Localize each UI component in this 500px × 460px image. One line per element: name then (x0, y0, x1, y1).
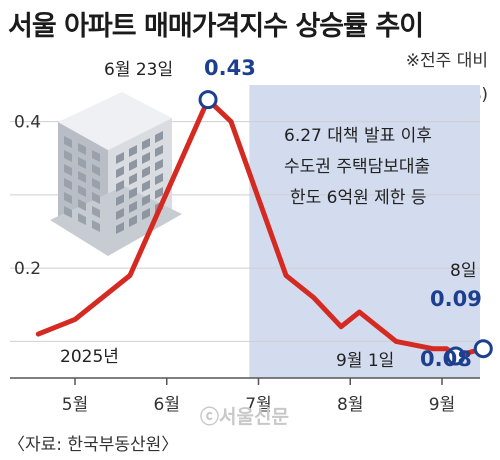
y-tick-label: 0.4 (14, 113, 41, 133)
window-shape (142, 180, 150, 192)
last-value-label: 0.09 (430, 287, 482, 311)
peak-marker (198, 90, 218, 110)
x-tick-label: 8월 (337, 395, 363, 415)
window-shape (142, 166, 150, 178)
watermark-logo: ⓒ서울신문 (200, 406, 289, 428)
window-shape (78, 185, 86, 197)
window-shape (92, 178, 100, 190)
y-axis-ticks: 0.2 0.4 (14, 113, 41, 280)
window-shape (155, 145, 163, 157)
x-axis-ticks: 5월 6월 7월 8월 9월 (62, 378, 455, 415)
window-shape (155, 173, 163, 185)
window-shape (64, 178, 72, 190)
policy-period-highlight (249, 85, 480, 378)
apartment-building-icon (50, 92, 182, 256)
window-shape (129, 187, 137, 199)
policy-note-line2: 수도권 주택담보대출 (284, 157, 430, 177)
window-shape (142, 138, 150, 150)
window-shape (129, 173, 137, 185)
window-shape (116, 222, 124, 234)
sep1-date-label: 9월 1일 (336, 351, 394, 371)
window-shape (155, 131, 163, 143)
chart-title: 서울 아파트 매매가격지수 상승률 추이 (8, 11, 424, 42)
window-shape (129, 201, 137, 213)
window-shape (129, 159, 137, 171)
window-shape (78, 143, 86, 155)
x-tick-label: 5월 (62, 395, 88, 415)
window-shape (155, 159, 163, 171)
window-shape (64, 136, 72, 148)
window-shape (116, 166, 124, 178)
window-shape (64, 150, 72, 162)
window-shape (64, 206, 72, 218)
window-shape (78, 171, 86, 183)
comparison-note: ※전주 대비 (405, 51, 488, 71)
window-shape (142, 208, 150, 220)
window-shape (78, 157, 86, 169)
window-shape (64, 164, 72, 176)
x-tick-label: 9월 (429, 395, 455, 415)
peak-date-label: 6월 23일 (104, 60, 173, 80)
x-tick-label: 6월 (154, 395, 180, 415)
window-shape (116, 194, 124, 206)
window-shape (142, 194, 150, 206)
window-shape (116, 180, 124, 192)
window-shape (129, 215, 137, 227)
window-shape (92, 220, 100, 232)
window-shape (92, 150, 100, 162)
window-shape (116, 208, 124, 220)
window-shape (142, 152, 150, 164)
window-shape (92, 192, 100, 204)
window-shape (92, 164, 100, 176)
window-shape (78, 213, 86, 225)
last-marker (473, 339, 493, 359)
x-tick-label: 7월 (245, 395, 271, 415)
start-year-label: 2025년 (60, 347, 119, 367)
sep1-value-label: 0.08 (420, 347, 472, 371)
window-shape (155, 187, 163, 199)
window-shape (64, 192, 72, 204)
last-date-label: 8일 (450, 261, 476, 281)
window-shape (116, 152, 124, 164)
source-label: 〈자료: 한국부동산원〉 (8, 435, 179, 455)
window-shape (78, 199, 86, 211)
peak-value-label: 0.43 (204, 56, 256, 80)
policy-note-line1: 6.27 대책 발표 이후 (284, 126, 432, 146)
series-line (35, 97, 486, 359)
window-shape (92, 206, 100, 218)
y-tick-label: 0.2 (14, 259, 41, 279)
sep1-marker (446, 346, 466, 366)
window-shape (129, 145, 137, 157)
policy-note-line3: 한도 6억원 제한 등 (290, 188, 427, 208)
